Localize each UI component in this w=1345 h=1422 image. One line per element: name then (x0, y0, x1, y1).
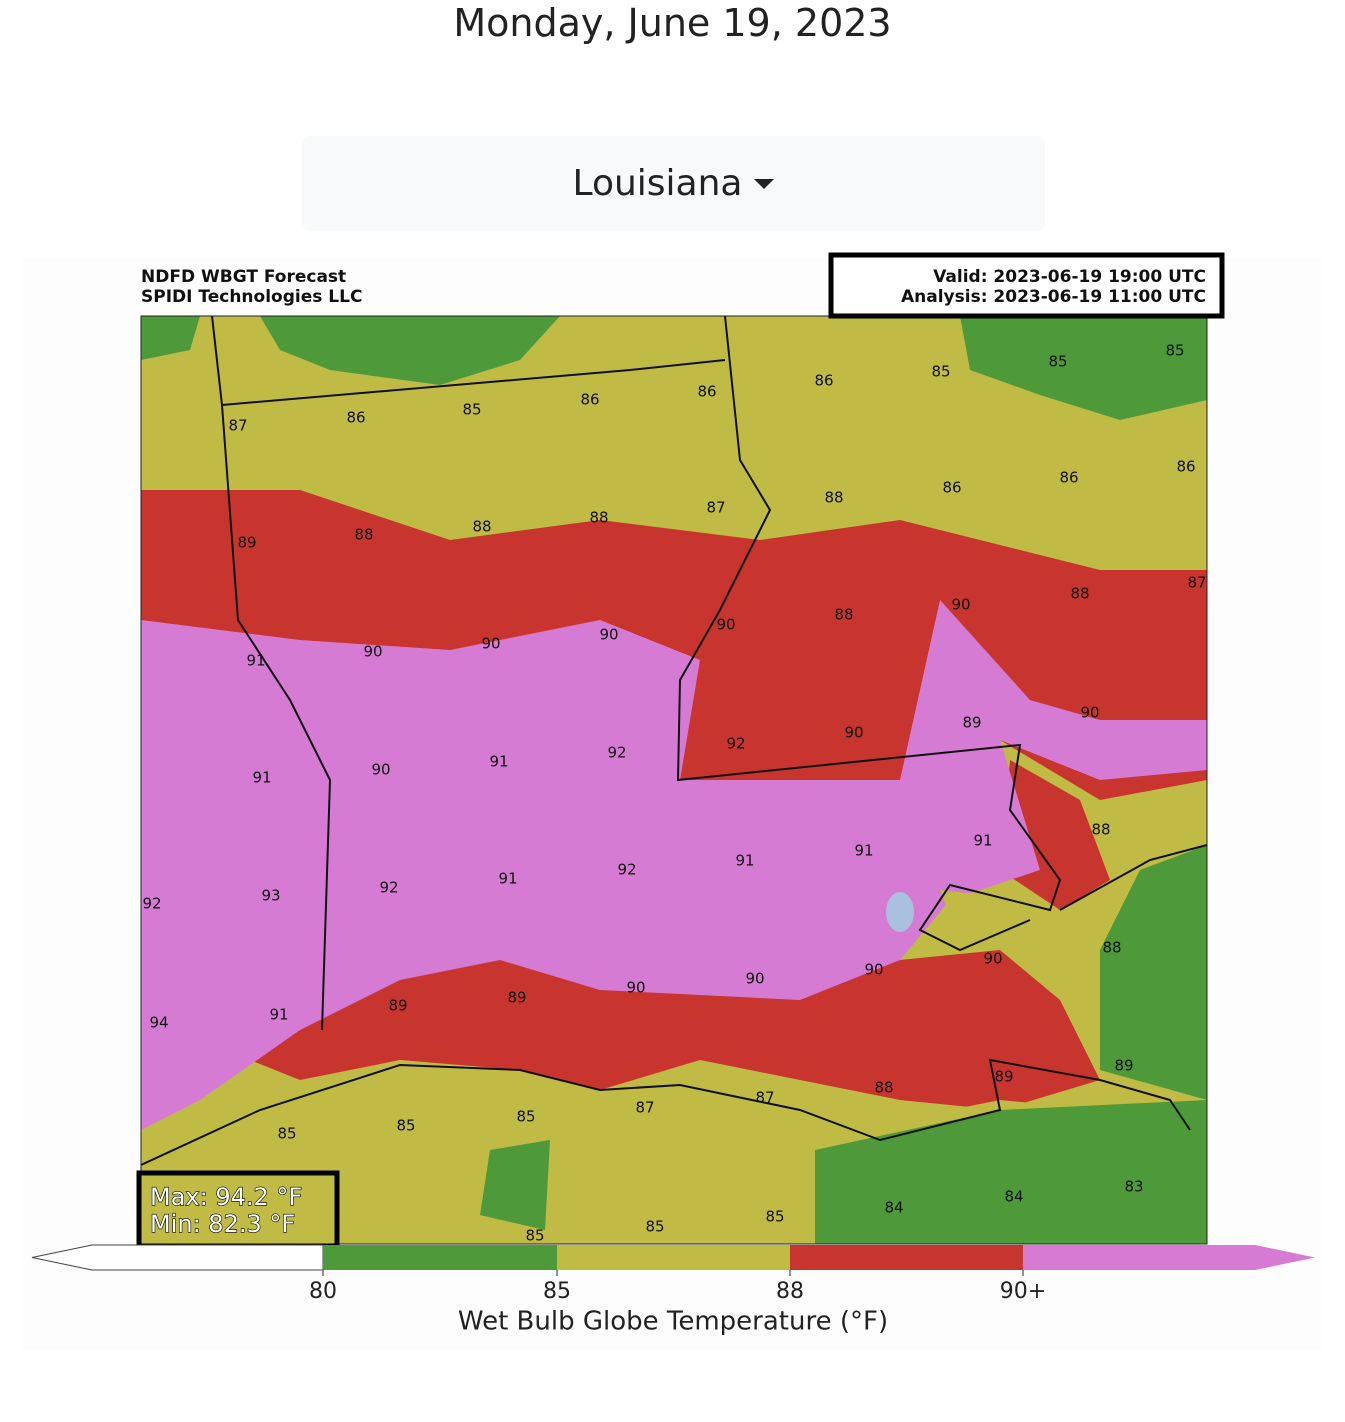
map-value-label: 87 (706, 499, 725, 517)
map-value-label: 88 (589, 509, 608, 527)
dropdown-text: Louisiana (572, 163, 743, 204)
map-labels: 87 86 85 86 86 86 85 85 85 89 88 88 88 87 88 86 86 86 91 90… (142, 342, 1206, 1245)
map-value-label: 89 (962, 714, 981, 732)
colorbar-extend-low (31, 1244, 324, 1271)
max-value: Max: 94.2 °F (150, 1183, 302, 1211)
colorbar-tick-label: 90+ (1000, 1279, 1046, 1304)
map-value-label: 89 (507, 989, 526, 1007)
map-value-label: 85 (277, 1125, 296, 1143)
map-value-label: 89 (994, 1068, 1013, 1086)
map-value-label: 84 (884, 1199, 903, 1217)
map-value-label: 92 (142, 895, 161, 913)
map-value-label: 88 (354, 526, 373, 544)
map-value-label: 90 (716, 616, 735, 634)
map-value-label: 88 (472, 518, 491, 536)
valid-time: Valid: 2023-06-19 19:00 UTC (933, 267, 1206, 287)
map-value-label: 86 (814, 372, 833, 390)
map-value-label: 85 (765, 1208, 784, 1226)
date-heading: Monday, June 19, 2023 (453, 1, 892, 45)
map-value-label: 87 (635, 1099, 654, 1117)
map-value-label: 88 (824, 489, 843, 507)
map-value-label: 85 (525, 1227, 544, 1245)
map-value-label: 88 (1091, 821, 1110, 839)
colorbar: 80 85 88 90+ (31, 1244, 1315, 1304)
dropdown-caret (754, 178, 775, 189)
map-value-label: 86 (346, 409, 365, 427)
colorbar-tick-label: 85 (543, 1279, 571, 1304)
colorbar-label: Wet Bulb Globe Temperature (°F) (458, 1307, 888, 1337)
map-value-label: 91 (735, 852, 754, 870)
map-value-label: 91 (246, 652, 265, 670)
map-value-label: 90 (745, 970, 764, 988)
map-value-label: 90 (864, 961, 883, 979)
colorbar-segment (790, 1245, 1023, 1270)
map-value-label: 85 (1165, 342, 1184, 360)
map-value-label: 90 (363, 643, 382, 661)
map-value-label: 86 (942, 479, 961, 497)
state-dropdown[interactable]: Louisiana (302, 136, 1045, 231)
map-value-label: 90 (626, 979, 645, 997)
map-value-label: 90 (983, 950, 1002, 968)
map-fill (141, 316, 1207, 1244)
map-value-label: 86 (580, 391, 599, 409)
map-value-label: 91 (973, 832, 992, 850)
map-value-label: 91 (854, 842, 873, 860)
map-value-label: 92 (617, 861, 636, 879)
map-value-label: 83 (1124, 1178, 1143, 1196)
map-value-label: 88 (1070, 585, 1089, 603)
map-value-label: 86 (1176, 458, 1195, 476)
map-value-label: 85 (645, 1218, 664, 1236)
map-title: NDFD WBGT Forecast (141, 267, 346, 287)
map-value-label: 88 (874, 1079, 893, 1097)
maxmin-box (136, 1170, 340, 1249)
map-value-label: 92 (379, 879, 398, 897)
colorbar-tick-label: 88 (776, 1279, 804, 1304)
map-value-label: 93 (261, 887, 280, 905)
map-value-label: 90 (951, 596, 970, 614)
map-value-label: 91 (498, 870, 517, 888)
map-value-label: 85 (1048, 353, 1067, 371)
analysis-time: Analysis: 2023-06-19 11:00 UTC (901, 287, 1206, 307)
map-value-label: 90 (481, 635, 500, 653)
map-value-label: 85 (516, 1108, 535, 1126)
min-value: Min: 82.3 °F (150, 1210, 295, 1238)
map-value-label: 87 (1187, 574, 1206, 592)
map-value-label: 87 (228, 417, 247, 435)
map-value-label: 87 (755, 1089, 774, 1107)
map-value-label: 85 (931, 363, 950, 381)
map-value-label: 90 (844, 724, 863, 742)
map-value-label: 91 (252, 769, 271, 787)
map-value-label: 85 (462, 401, 481, 419)
colorbar-segment (323, 1245, 557, 1270)
map-frame (140, 315, 1208, 1245)
map-value-label: 94 (149, 1014, 168, 1032)
map-value-label: 88 (1102, 939, 1121, 957)
map-value-label: 89 (388, 997, 407, 1015)
map-value-label: 92 (726, 735, 745, 753)
colorbar-extend-high (1023, 1245, 1315, 1270)
map-value-label: 90 (1080, 704, 1099, 722)
map-value-label: 85 (396, 1117, 415, 1135)
map-value-label: 91 (269, 1006, 288, 1024)
colorbar-tick-label: 80 (309, 1279, 337, 1304)
map-credit: SPIDI Technologies LLC (141, 287, 362, 307)
map-value-label: 89 (1114, 1057, 1133, 1075)
map-value-label: 90 (599, 626, 618, 644)
valid-box (828, 252, 1225, 319)
map-value-label: 90 (371, 761, 390, 779)
map-value-label: 86 (697, 383, 716, 401)
map-value-label: 91 (489, 753, 508, 771)
map-value-label: 86 (1059, 469, 1078, 487)
map-value-label: 89 (237, 534, 256, 552)
map-value-label: 92 (607, 744, 626, 762)
colorbar-segment (557, 1245, 790, 1270)
map-value-label: 88 (834, 606, 853, 624)
map-value-label: 84 (1004, 1188, 1023, 1206)
